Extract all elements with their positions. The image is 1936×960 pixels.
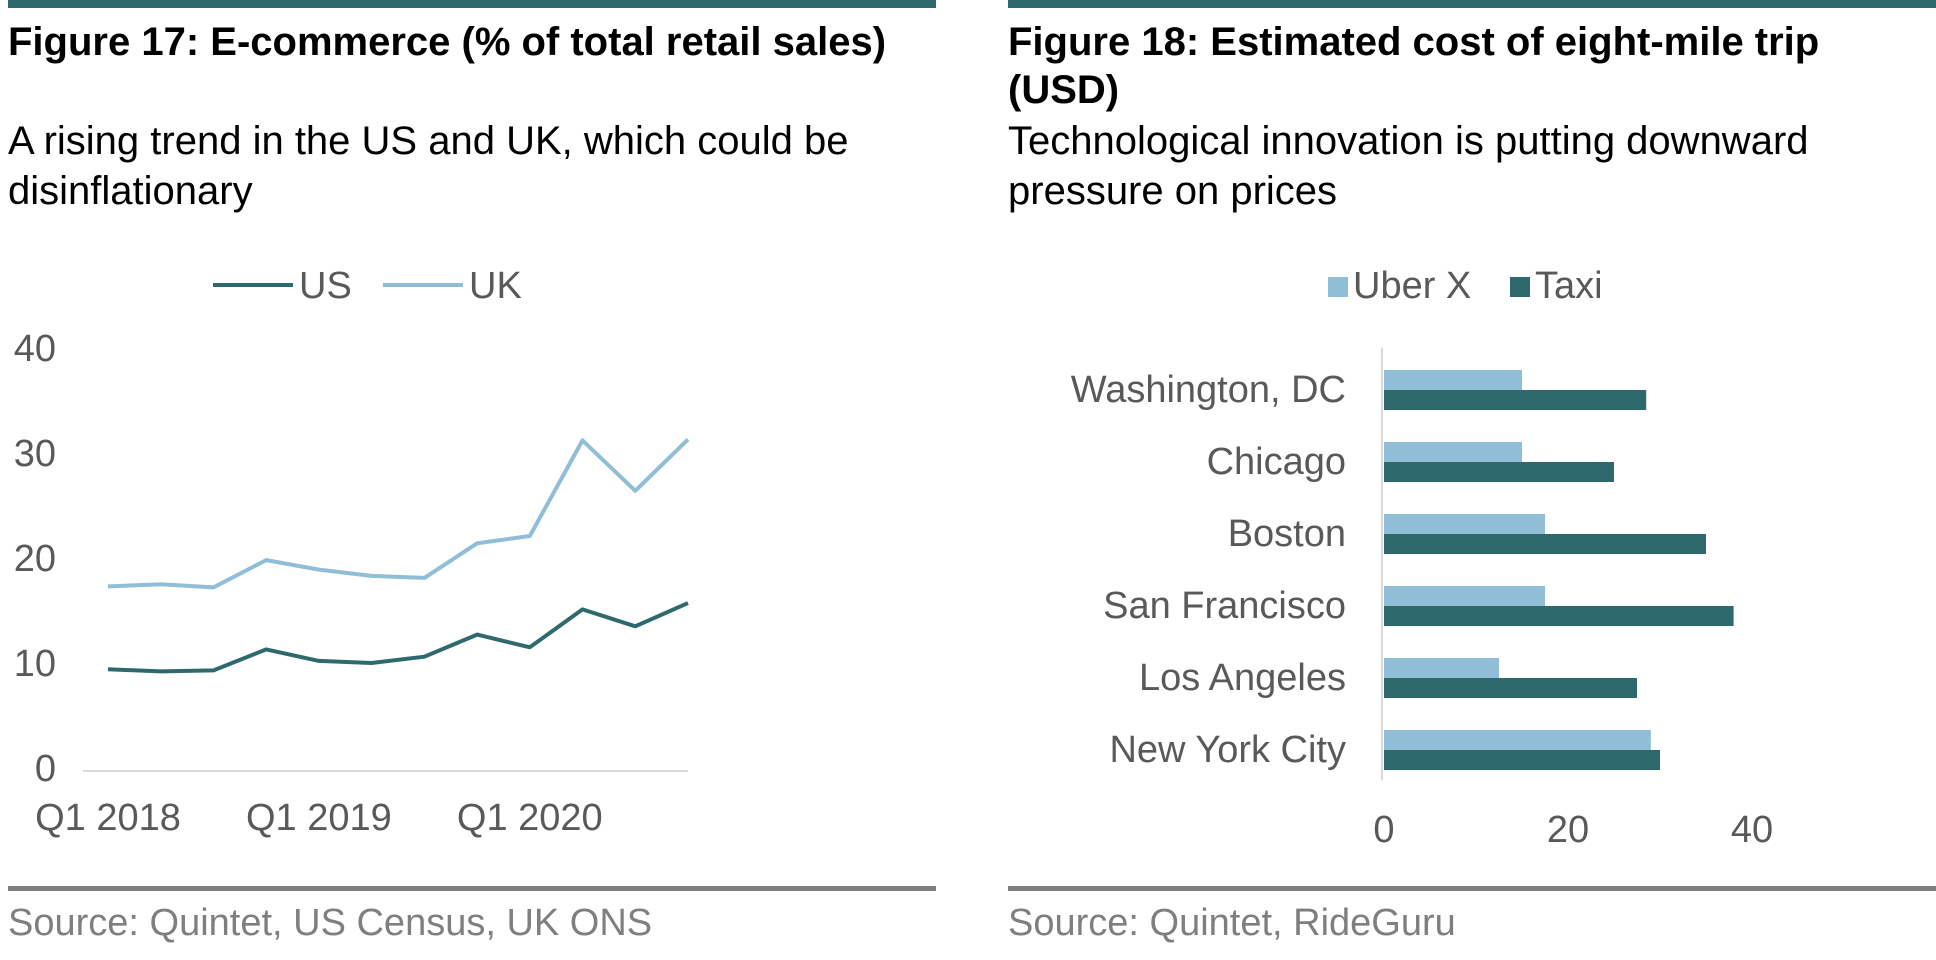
category-label: San Francisco (1103, 585, 1346, 627)
ecommerce-line-chart: US UK 0 10 20 30 40 Q1 2018 Q1 2019 Q1 2020 (14, 265, 690, 839)
legend-label-taxi: Taxi (1535, 265, 1603, 307)
trip-cost-bar-chart: Uber X Taxi Washington, DC Chicago Boston San… (1071, 265, 1773, 850)
figure-title: Figure 17: E-commerce (% of total retail… (8, 20, 887, 64)
bar-taxi (1384, 534, 1706, 554)
category-label: New York City (1109, 729, 1346, 771)
bar-uber-x (1384, 730, 1651, 750)
bar-uber-x (1384, 514, 1545, 534)
category-label: Boston (1228, 513, 1346, 555)
source-note: Source: Quintet, RideGuru (1008, 902, 1456, 944)
footer-rule (8, 886, 936, 891)
y-tick-label: 10 (14, 643, 56, 685)
y-tick-label: 0 (35, 748, 56, 790)
header-rule (8, 0, 936, 8)
y-tick-label: 30 (14, 433, 56, 475)
bar-uber-x (1384, 442, 1522, 462)
figure-17-panel: Figure 17: E-commerce (% of total retail… (8, 0, 936, 960)
figure-subtitle: Technological innovation is putting down… (1008, 119, 1809, 213)
bar-taxi (1384, 678, 1637, 698)
bar-taxi (1384, 606, 1734, 626)
figure-subtitle: A rising trend in the US and UK, which c… (8, 119, 849, 213)
legend-label-uk: UK (469, 265, 522, 307)
x-tick-label: 20 (1547, 809, 1589, 850)
y-tick-label: 20 (14, 538, 56, 580)
category-label: Washington, DC (1071, 369, 1346, 411)
legend-label-uber-x: Uber X (1353, 265, 1471, 307)
category-label: Chicago (1207, 441, 1346, 483)
series-line-uk (107, 437, 690, 590)
bar-taxi (1384, 390, 1647, 410)
series-line-us (107, 601, 689, 674)
y-tick-label: 40 (14, 328, 56, 370)
x-tick-label: Q1 2020 (457, 797, 603, 839)
x-tick-label: 0 (1373, 809, 1394, 850)
bar-uber-x (1384, 658, 1499, 678)
x-tick-label: Q1 2018 (35, 797, 181, 839)
header-rule (1008, 0, 1936, 8)
category-label: Los Angeles (1139, 657, 1346, 699)
footer-rule (1008, 886, 1936, 891)
legend-swatch-uber-x (1328, 277, 1348, 297)
bar-uber-x (1384, 370, 1522, 390)
source-note: Source: Quintet, US Census, UK ONS (8, 902, 653, 944)
x-tick-label: Q1 2019 (246, 797, 392, 839)
bar-uber-x (1384, 586, 1545, 606)
figure-18-panel: Figure 18: Estimated cost of eight-mile … (1008, 0, 1936, 960)
legend-swatch-taxi (1510, 277, 1530, 297)
figure-title: Figure 18: Estimated cost of eight-mile … (1008, 20, 1820, 112)
x-tick-label: 40 (1731, 809, 1773, 850)
bar-taxi (1384, 462, 1614, 482)
bar-taxi (1384, 750, 1660, 770)
legend-label-us: US (299, 265, 352, 307)
